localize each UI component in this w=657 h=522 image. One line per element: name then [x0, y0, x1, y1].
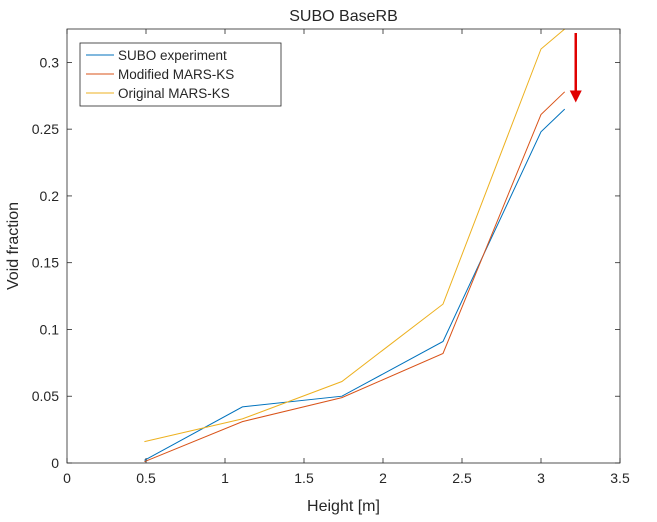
arrow-head-icon [569, 90, 582, 103]
data-point [242, 418, 243, 419]
data-point [144, 460, 145, 461]
data-point [242, 406, 243, 407]
y-tick-label: 0.15 [32, 255, 59, 271]
data-point [144, 461, 145, 462]
x-tick-label: 1 [221, 470, 229, 486]
y-tick-label: 0.1 [40, 321, 60, 337]
data-point [341, 396, 342, 397]
annotation-layer [569, 33, 582, 103]
y-tick-label: 0.25 [32, 121, 59, 137]
y-tick-label: 0.3 [40, 54, 60, 70]
legend-label: Modified MARS-KS [118, 67, 234, 82]
y-axis-label: Void fraction [5, 202, 22, 290]
data-point [442, 353, 443, 354]
x-tick-label: 2 [379, 470, 387, 486]
legend-label: Original MARS-KS [118, 86, 230, 101]
series-layer [144, 29, 566, 463]
data-point [341, 397, 342, 398]
data-point [242, 421, 243, 422]
series-line-3 [144, 29, 566, 443]
x-tick-label: 0 [63, 470, 71, 486]
data-point [564, 91, 565, 92]
x-tick-label: 2.5 [452, 470, 472, 486]
data-point [442, 303, 443, 304]
data-point [564, 109, 565, 110]
y-tick-label: 0.2 [40, 188, 60, 204]
data-point [540, 48, 541, 49]
x-axis: 0 0.5 1 1.5 2 2.5 3 3.5 [63, 29, 630, 486]
legend-label: SUBO experiment [118, 48, 227, 63]
y-tick-label: 0 [51, 455, 59, 471]
data-point [540, 114, 541, 115]
chart-title: SUBO BaseRB [289, 8, 397, 25]
axes-box [66, 28, 621, 464]
y-tick-label: 0.05 [32, 388, 59, 404]
series-line-2 [144, 91, 566, 463]
series-line-1 [144, 108, 566, 461]
x-tick-label: 3.5 [610, 470, 630, 486]
legend: SUBO experiment Modified MARS-KS Original … [79, 42, 282, 107]
x-axis-label: Height [m] [307, 498, 380, 515]
data-point [144, 441, 145, 442]
x-tick-label: 3 [537, 470, 545, 486]
x-tick-label: 1.5 [294, 470, 314, 486]
data-point [341, 381, 342, 382]
x-tick-label: 0.5 [136, 470, 156, 486]
data-point [540, 131, 541, 132]
y-axis: 0 0.05 0.1 0.15 0.2 0.25 0.3 [32, 54, 620, 471]
data-point [442, 341, 443, 342]
